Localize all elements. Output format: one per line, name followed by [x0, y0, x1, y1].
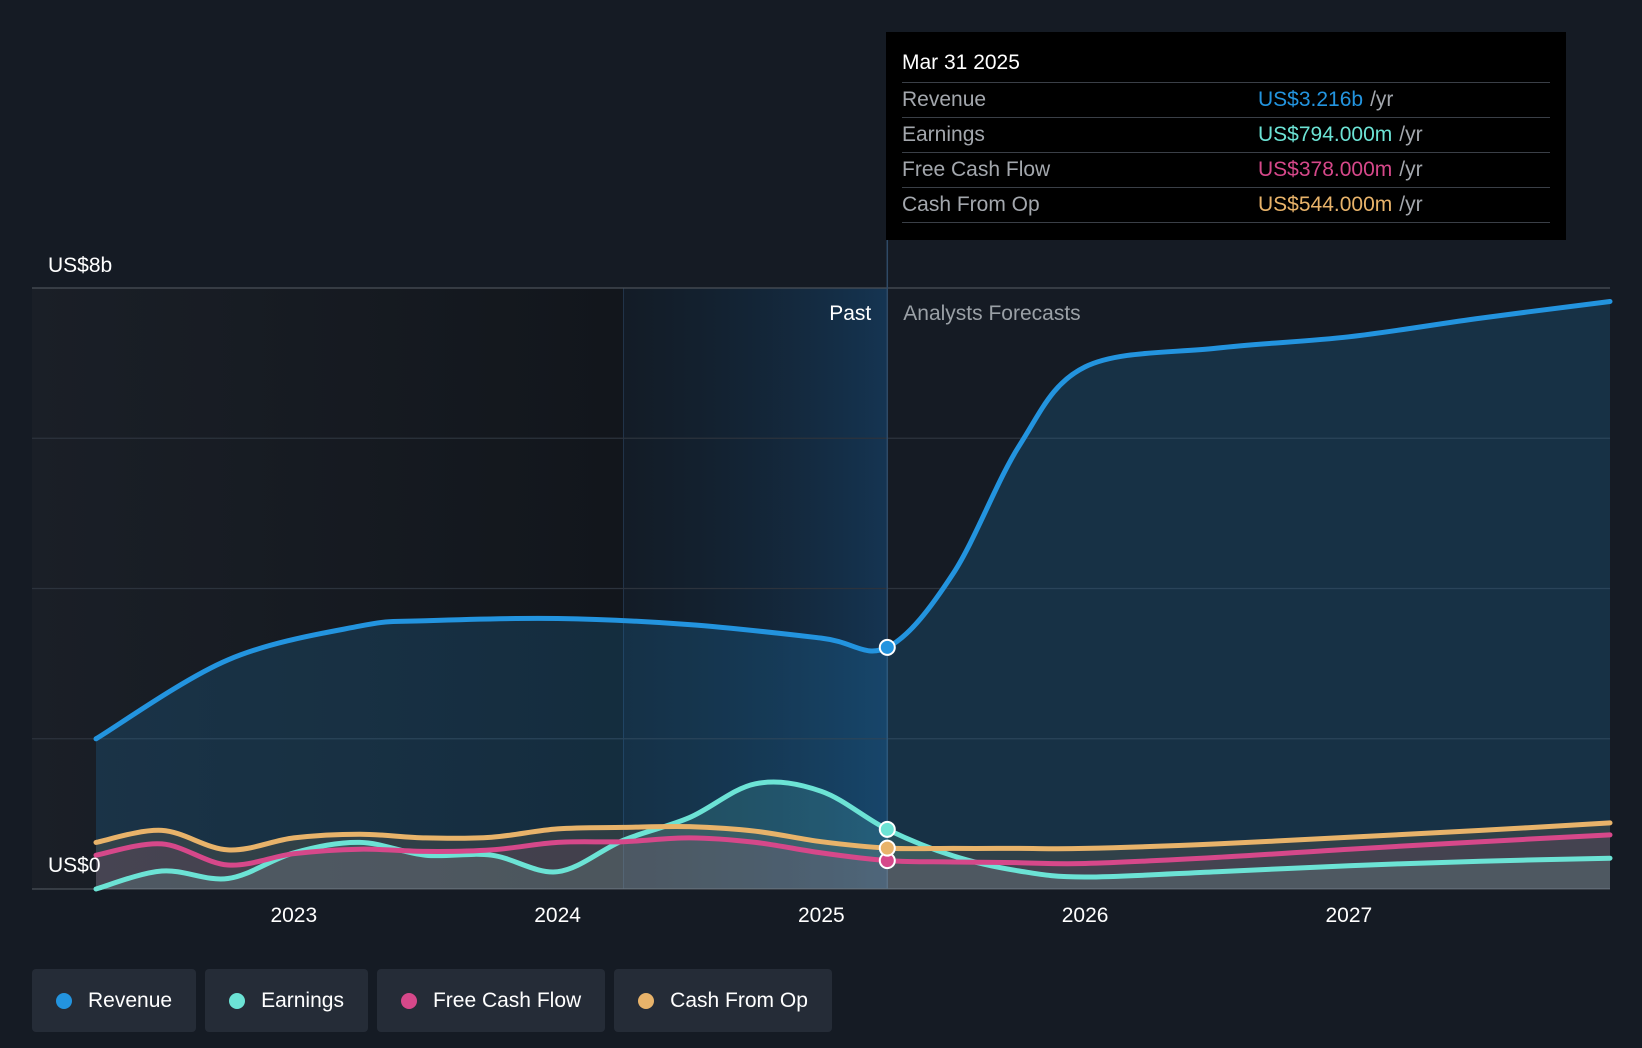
- legend-item-earnings[interactable]: Earnings: [205, 969, 368, 1032]
- tooltip-unit: /yr: [1399, 193, 1423, 216]
- tooltip-panel: Mar 31 2025 Revenue US$3.216b /yr Earnin…: [886, 32, 1566, 240]
- tooltip-label: Free Cash Flow: [902, 158, 1051, 181]
- x-tick-label: 2025: [798, 904, 845, 927]
- earnings-line: [93, 779, 1613, 892]
- x-tick-label: 2023: [270, 904, 317, 927]
- earnings-marker: [878, 820, 896, 838]
- legend-label: Revenue: [88, 988, 173, 1012]
- tooltip-row-revenue: Revenue US$3.216b /yr: [902, 83, 1550, 118]
- legend-dot-icon: [638, 992, 655, 1009]
- tooltip-value: US$544.000m: [1258, 193, 1393, 216]
- free-cash-flow-line: [93, 832, 1613, 868]
- free-cash-flow-area: [96, 834, 1610, 889]
- legend-dot-icon: [229, 992, 246, 1009]
- x-tick-label: 2024: [534, 904, 581, 927]
- revenue-area: [96, 301, 1610, 889]
- forecast-label: Analysts Forecasts: [903, 302, 1080, 325]
- tooltip-label: Cash From Op: [902, 193, 1040, 216]
- cash-from-op-marker: [878, 839, 896, 857]
- tooltip-value: US$3.216b: [1258, 88, 1364, 111]
- tooltip-unit: /yr: [1399, 123, 1423, 146]
- tooltip-value: US$794.000m: [1258, 123, 1393, 146]
- tooltip-unit: /yr: [1370, 88, 1394, 111]
- tooltip-row-cash-from-op: Cash From Op US$544.000m /yr: [902, 188, 1550, 223]
- tooltip-unit: /yr: [1399, 158, 1423, 181]
- earnings-area: [96, 782, 1610, 889]
- legend-label: Free Cash Flow: [432, 988, 582, 1012]
- x-tick-label: 2027: [1326, 904, 1373, 927]
- cash-from-op-line: [93, 820, 1613, 853]
- tooltip-label: Revenue: [902, 88, 987, 111]
- tooltip-value: US$378.000m: [1258, 158, 1393, 181]
- past-label: Past: [829, 302, 871, 325]
- legend: Revenue Earnings Free Cash Flow Cash Fro…: [32, 969, 832, 1032]
- legend-item-cash-from-op[interactable]: Cash From Op: [614, 969, 832, 1032]
- tooltip-date: Mar 31 2025: [902, 46, 1550, 83]
- legend-item-free-cash-flow[interactable]: Free Cash Flow: [376, 969, 606, 1032]
- tooltip-row-free-cash-flow: Free Cash Flow US$378.000m /yr: [902, 153, 1550, 188]
- tooltip-row-earnings: Earnings US$794.000m /yr: [902, 118, 1550, 153]
- legend-item-revenue[interactable]: Revenue: [32, 969, 197, 1032]
- legend-label: Cash From Op: [670, 988, 808, 1012]
- legend-dot-icon: [56, 992, 72, 1009]
- y-axis-top-label: US$8b: [48, 254, 112, 277]
- tooltip-label: Earnings: [902, 123, 985, 146]
- legend-label: Earnings: [261, 988, 344, 1012]
- revenue-marker: [878, 638, 896, 656]
- legend-dot-icon: [400, 992, 417, 1009]
- y-axis-bottom-label: US$0: [48, 854, 101, 877]
- x-tick-label: 2026: [1062, 904, 1109, 927]
